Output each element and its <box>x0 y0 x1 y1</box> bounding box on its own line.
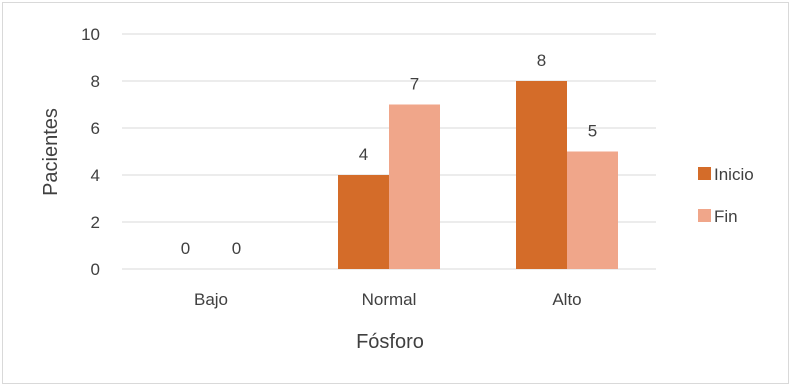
data-label: 5 <box>588 122 597 141</box>
data-label: 8 <box>537 51 546 70</box>
bar-fin-alto <box>567 151 618 269</box>
x-axis-ticks: Bajo Normal Alto <box>194 290 582 309</box>
bars <box>338 81 618 269</box>
bar-fin-normal <box>389 104 440 269</box>
y-tick-label: 6 <box>91 119 100 138</box>
legend-label-fin: Fin <box>714 207 738 226</box>
y-tick-label: 0 <box>91 260 100 279</box>
y-tick-label: 8 <box>91 72 100 91</box>
y-axis-ticks: 0 2 4 6 8 10 <box>81 25 100 279</box>
y-tick-label: 4 <box>91 166 100 185</box>
legend-swatch-fin <box>698 209 711 222</box>
data-label: 7 <box>410 75 419 94</box>
bar-inicio-normal <box>338 175 389 269</box>
y-tick-label: 2 <box>91 213 100 232</box>
y-tick-label: 10 <box>81 25 100 44</box>
data-labels: 0 0 4 7 8 5 <box>181 51 597 258</box>
y-axis-label: Pacientes <box>40 108 62 196</box>
x-tick-label: Normal <box>362 290 417 309</box>
legend-swatch-inicio <box>698 167 711 180</box>
legend: Inicio Fin <box>698 165 754 226</box>
data-label: 0 <box>181 239 190 258</box>
x-tick-label: Bajo <box>194 290 228 309</box>
data-label: 0 <box>232 239 241 258</box>
x-axis-label: Fósforo <box>356 331 424 353</box>
data-label: 4 <box>359 145 368 164</box>
bar-inicio-alto <box>516 81 567 269</box>
x-tick-label: Alto <box>552 290 581 309</box>
legend-label-inicio: Inicio <box>714 165 754 184</box>
